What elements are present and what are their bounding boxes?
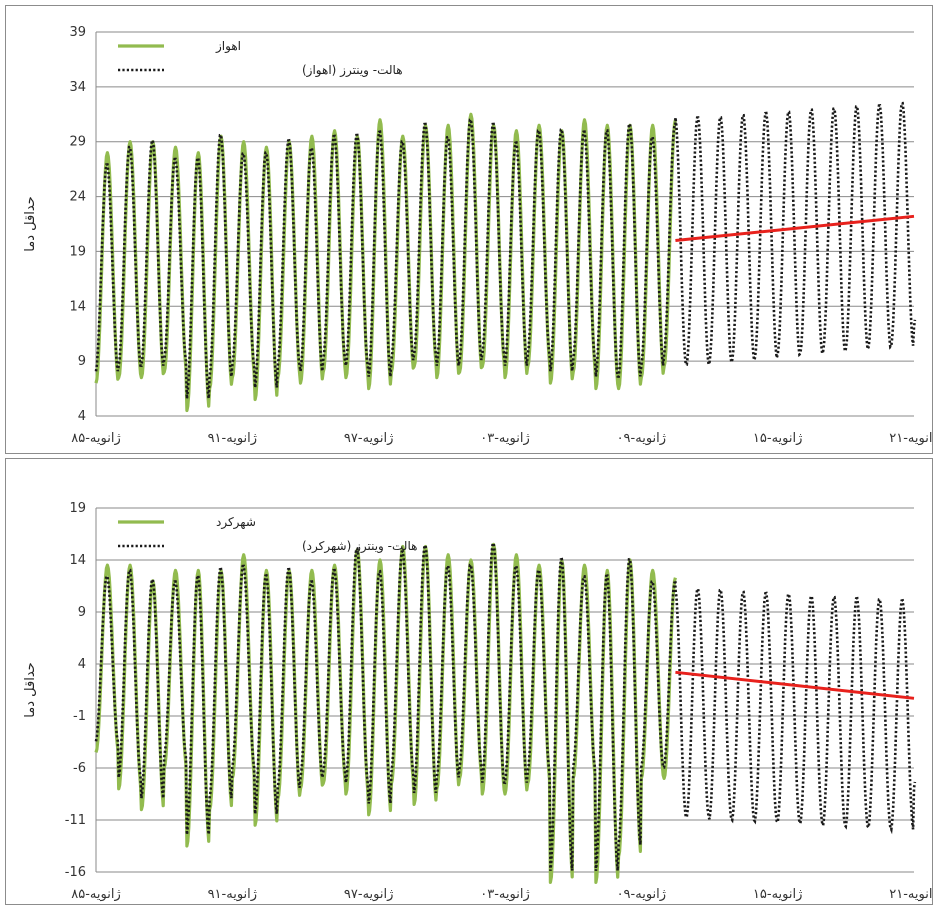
y-tick-label: -11 (65, 813, 86, 828)
y-tick-label: 9 (78, 354, 86, 369)
x-tick-label: ژانویه-۹۱ (208, 887, 257, 902)
x-tick-label: ژانویه-۸۵ (71, 887, 120, 902)
y-tick-label: 19 (69, 244, 86, 259)
x-tick-label: ژانویه-۹۷ (344, 431, 393, 446)
trend-line (675, 670, 915, 700)
x-tick-label: ژانویه-۰۹ (617, 431, 666, 446)
y-tick-label: 4 (78, 657, 86, 672)
x-tick-label: ژانویه-۰۳ (480, 431, 529, 446)
x-tick-label: ژانویه-۹۷ (344, 887, 393, 902)
legend-label-model: هالت- وینترز (شهرکرد) (302, 539, 417, 554)
series-observed-line (94, 112, 677, 413)
x-tick-label: ژانویه-۲۱ (889, 887, 932, 902)
chart-alef-svg: 4 9 14 19 24 29 34 39 ژانویه-۸۵ ژانویه-۹۱ ژانویه-۹… (23, 25, 932, 446)
x-tick-label: ژانویه-۰۳ (480, 887, 529, 902)
x-tick-label: ژانویه-۲۱ (889, 431, 932, 446)
series-holt-winters-line (94, 541, 917, 871)
x-tick-label: ژانویه-۱۵ (753, 431, 802, 446)
y-axis-label: حداقل دما (23, 196, 38, 251)
trend-line (675, 214, 915, 242)
legend-label-observed: شهرکرد (216, 515, 256, 530)
y-tick-label: 39 (69, 25, 86, 40)
y-axis-label: حداقل دما (23, 662, 38, 717)
x-tick-label: ژانویه-۹۱ (208, 431, 257, 446)
legend-label-model: هالت- وینترز (اهواز) (302, 63, 403, 78)
chart-panel-alef: 4 9 14 19 24 29 34 39 ژانویه-۸۵ ژانویه-۹۱ ژانویه-۹… (5, 5, 933, 454)
chart-panel-be: -16 -11 -6 -1 4 9 14 19 ژانویه-۸۵ ژانویه-۹۱ ژانویه… (5, 458, 933, 905)
y-tick-label: 19 (69, 501, 86, 516)
y-tick-label: 4 (78, 409, 86, 424)
y-tick-label: 14 (69, 553, 86, 568)
y-tick-label: 9 (78, 605, 86, 620)
y-tick-label: 34 (69, 80, 86, 95)
y-tick-label: -16 (65, 865, 86, 880)
y-tick-label: -6 (73, 761, 86, 776)
x-tick-label: ژانویه-۱۵ (753, 887, 802, 902)
y-tick-label: -1 (73, 709, 86, 724)
legend-label-observed: اهواز (215, 39, 241, 54)
y-tick-label: 29 (69, 135, 86, 150)
y-tick-label: 14 (69, 299, 86, 314)
chart-be-svg: -16 -11 -6 -1 4 9 14 19 ژانویه-۸۵ ژانویه-۹۱ ژانویه… (23, 501, 932, 902)
x-tick-label: ژانویه-۰۹ (617, 887, 666, 902)
x-tick-label: ژانویه-۸۵ (71, 431, 120, 446)
y-tick-label: 24 (69, 190, 86, 205)
